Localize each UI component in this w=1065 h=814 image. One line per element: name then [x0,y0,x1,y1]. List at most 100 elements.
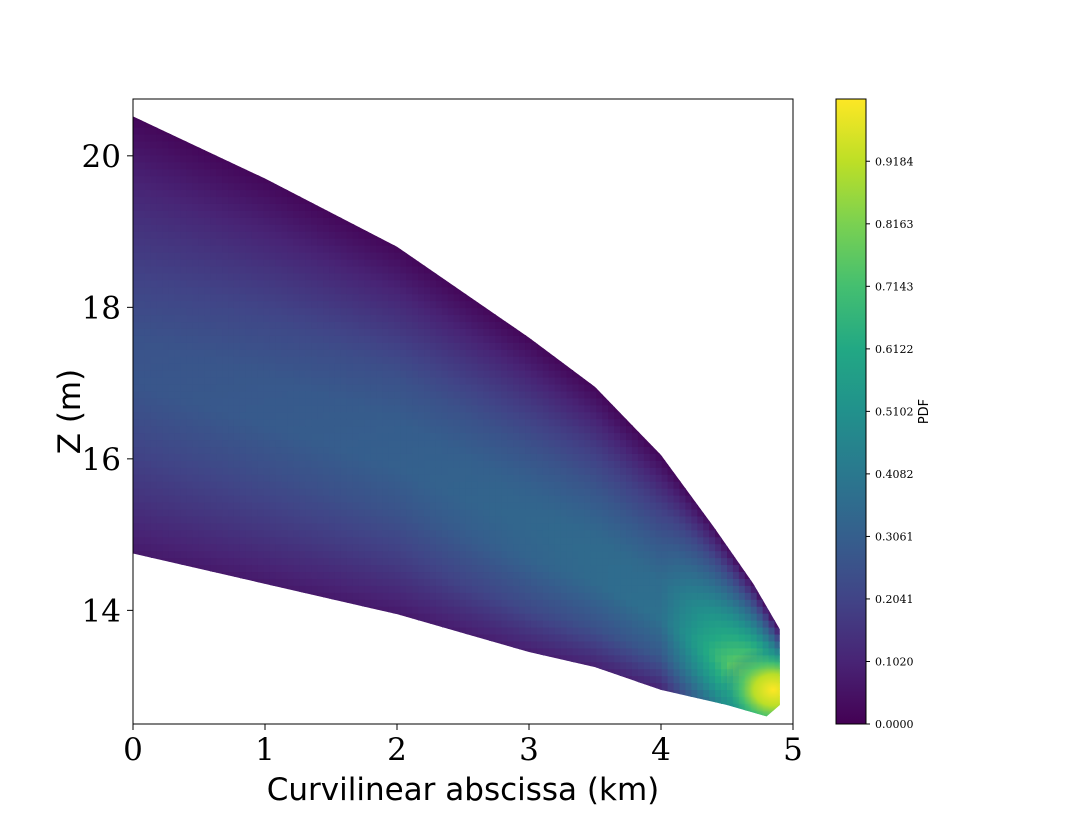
contour-cell [263,439,271,448]
contour-cell [150,418,158,427]
contour-cell [257,432,265,441]
contour-cell [441,196,449,204]
contour-cell [388,578,396,586]
contour-cell [263,460,271,468]
contour-cell [263,116,271,121]
contour-cell [251,133,259,142]
contour-cell [311,140,318,149]
contour-cell [251,116,259,121]
contour-cell [287,126,295,135]
contour-cell [352,279,360,288]
contour-cell [346,529,354,538]
contour-cell [358,522,366,531]
contour-cell [293,654,301,663]
contour-cell [453,689,461,698]
contour-cell [329,453,336,461]
contour-cell [370,605,378,614]
contour-cell [281,480,289,489]
contour-cell [168,369,176,378]
contour-cell [412,411,419,420]
contour-cell [406,154,413,163]
contour-cell [180,383,188,392]
contour-cell [138,203,146,211]
contour-cell [406,626,413,635]
contour-cell [435,369,443,378]
contour-cell [204,362,212,371]
contour-cell [400,543,408,552]
contour-cell [447,307,455,316]
contour-cell [186,342,194,350]
contour-cell [198,126,206,135]
contour-cell [323,116,330,121]
contour-cell [323,404,330,413]
contour-cell [323,119,330,128]
contour-cell [233,487,241,496]
contour-cell [394,439,402,448]
contour-cell [210,536,217,545]
contour-cell [323,626,330,635]
contour-cell [382,147,390,156]
contour-cell [150,675,158,684]
contour-cell [162,703,170,711]
contour-cell [150,564,158,573]
contour-cell [424,244,431,253]
contour-cell [453,460,461,468]
contour-cell [394,626,402,635]
contour-cell [233,696,241,704]
contour-cell [150,126,158,135]
contour-cell [245,425,253,434]
contour-cell [150,175,158,184]
contour-cell [358,321,366,329]
contour-cell [245,487,253,496]
contour-cell [412,494,419,503]
contour-cell [228,342,235,350]
contour-cell [382,99,389,107]
contour-cell [245,349,253,357]
contour-cell [453,258,461,267]
contour-cell [418,550,425,559]
contour-cell [144,564,152,573]
contour-cell [287,161,295,170]
contour-cell [435,147,443,156]
contour-cell [263,279,271,288]
contour-cell [412,328,419,336]
contour-cell [441,647,449,656]
contour-cell [447,682,455,691]
contour-cell [329,147,336,156]
contour-cell [453,210,461,218]
contour-cell [317,147,324,156]
contour-cell [162,599,170,607]
contour-cell [174,126,182,135]
contour-cell [257,119,265,128]
contour-cell [228,175,235,184]
contour-cell [216,307,223,316]
contour-cell [239,619,247,628]
contour-cell [447,633,455,642]
contour-cell [352,508,360,517]
contour-cell [400,480,408,489]
contour-cell [281,355,289,364]
contour-cell [245,661,253,670]
contour-cell [168,605,176,614]
contour-cell [358,675,366,684]
contour-cell [251,230,259,239]
contour-cell [251,592,259,600]
contour-cell [228,550,235,559]
contour-cell [382,522,390,531]
contour-cell [329,439,336,448]
contour-cell [299,258,307,267]
contour-cell [311,633,318,642]
contour-cell [394,161,402,170]
contour-cell [251,696,259,704]
contour-cell [156,397,164,406]
contour-cell [162,661,170,670]
contour-cell [281,369,289,378]
contour-cell [186,140,194,149]
contour-cell [412,106,419,114]
contour-cell [222,508,229,517]
contour-cell [334,390,342,399]
contour-cell [156,612,164,621]
contour-cell [424,619,431,628]
contour-cell [317,675,324,684]
contour-cell [228,376,235,385]
